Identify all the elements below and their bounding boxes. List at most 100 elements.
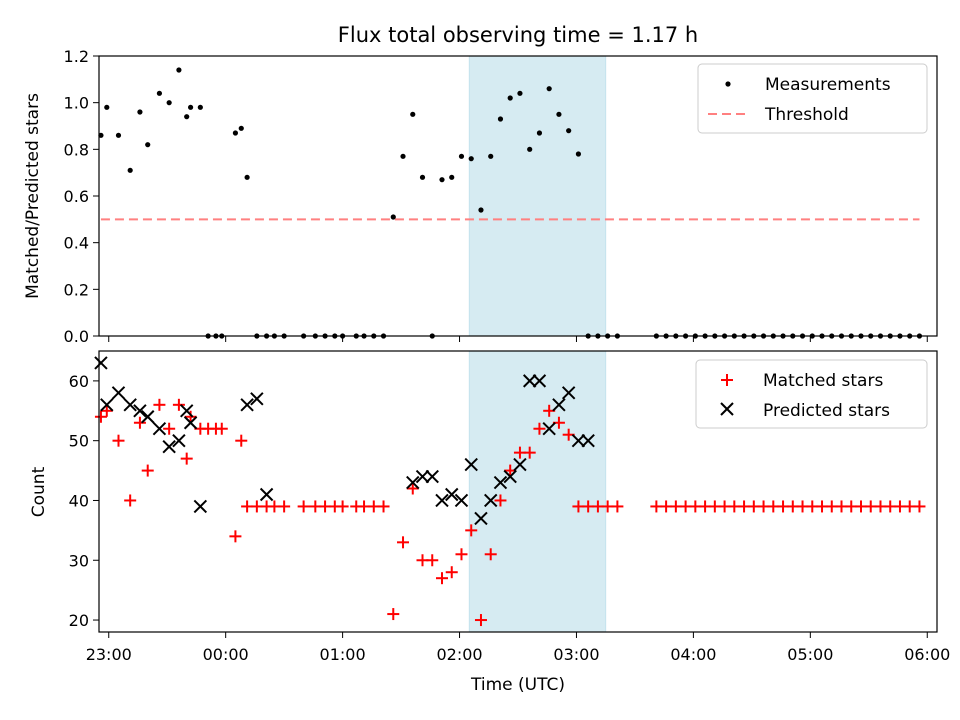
measurement-point — [187, 104, 194, 110]
matched-star-point — [153, 398, 166, 411]
predicted-star-point — [123, 398, 137, 412]
top-shaded-region — [468, 55, 607, 337]
matched-star-point — [278, 500, 291, 513]
measurement-point — [439, 177, 445, 183]
bottom-y-tick-label: 60 — [69, 372, 89, 391]
predicted-star-point — [240, 398, 254, 412]
matched-star-point — [336, 500, 349, 513]
predicted-star-point — [162, 439, 176, 454]
top-y-tick-label: 1.0 — [64, 94, 89, 113]
bottom-plot-frame — [98, 350, 938, 633]
predicted-star-point — [111, 386, 126, 400]
matched-star-point — [445, 566, 458, 579]
predicted-star-point — [415, 469, 430, 484]
matched-star-point — [455, 548, 468, 561]
matched-star-point — [377, 500, 390, 513]
matched-star-point — [387, 608, 400, 621]
predicted-star-point — [484, 493, 498, 508]
top-plot-frame — [98, 55, 938, 337]
predicted-star-point — [435, 493, 449, 508]
predicted-star-point — [250, 392, 264, 406]
bottom-y-tick-label: 40 — [69, 491, 89, 510]
predicted-star-point — [445, 487, 459, 502]
predicted-star-point — [522, 374, 537, 388]
x-tick-label: 02:00 — [436, 645, 482, 664]
top-panel: 0.0 0.2 0.4 0.6 0.8 1.0 1.2 Matched/Predicted … — [23, 47, 938, 346]
predicted-star-point — [100, 398, 114, 412]
predicted-star-point — [94, 356, 108, 370]
top-y-tick-label: 0.6 — [64, 187, 89, 206]
predicted-star-point — [425, 469, 439, 484]
top-y-tick-label: 0.4 — [64, 234, 89, 253]
measurement-point — [244, 174, 250, 180]
predicted-star-point — [183, 416, 198, 430]
chart-title: Flux total observing time = 1.17 h — [338, 23, 698, 47]
matched-star-point — [611, 500, 624, 513]
predicted-star-point — [406, 475, 420, 490]
predicted-star-point — [141, 410, 155, 424]
measurement-point — [468, 156, 474, 162]
measurement-point — [176, 67, 182, 73]
measurement-point — [410, 111, 416, 117]
measurement-point — [497, 116, 504, 122]
x-tick-label: 00:00 — [203, 645, 249, 664]
matched-star-point — [494, 494, 507, 507]
predicted-star-point — [503, 469, 517, 484]
predicted-star-point — [513, 457, 527, 472]
measurement-point — [104, 104, 110, 110]
x-tick-label: 23:00 — [86, 645, 132, 664]
x-tick-label: 06:00 — [904, 645, 950, 664]
matched-star-point — [913, 500, 926, 513]
measurement-point — [197, 104, 203, 110]
predicted-star-point — [193, 499, 208, 514]
measurement-point — [115, 132, 122, 138]
top-legend: Measurements Threshold — [697, 63, 928, 134]
measurement-point — [478, 207, 484, 213]
matched-star-point — [426, 554, 439, 567]
legend-matched-marker — [721, 374, 733, 386]
measurement-point — [536, 130, 543, 136]
measurement-point — [488, 153, 494, 159]
matched-star-point — [215, 422, 228, 435]
predicted-star-point — [552, 398, 566, 412]
measurement-point — [166, 100, 172, 106]
top-y-axis-label: Matched/Predicted stars — [23, 93, 43, 299]
matched-star-point — [112, 434, 125, 447]
matched-star-point — [94, 410, 107, 423]
predicted-star-point — [133, 404, 147, 418]
matched-star-point — [184, 410, 197, 423]
matched-star-point — [133, 416, 146, 429]
top-y-tick-label: 0.2 — [64, 280, 89, 299]
measurement-point — [575, 151, 582, 157]
matched-star-point — [474, 614, 487, 627]
top-y-tick-label: 1.2 — [64, 47, 89, 66]
measurement-point — [400, 153, 406, 159]
predicted-star-point — [561, 386, 576, 400]
matched-star-point — [397, 536, 410, 549]
measurement-point — [156, 90, 163, 96]
legend-threshold-label: Threshold — [764, 105, 849, 125]
matched-star-point — [141, 464, 154, 477]
matched-star-point — [406, 482, 419, 495]
top-y-tick-label: 0.8 — [64, 140, 89, 159]
measurement-point — [517, 90, 523, 96]
predicted-star-point — [259, 487, 274, 502]
predicted-star-point — [532, 374, 547, 388]
measurement-point — [390, 214, 396, 220]
x-tick-label: 05:00 — [787, 645, 833, 664]
measurement-point — [145, 142, 151, 148]
bottom-y-axis-label: Count — [29, 466, 49, 517]
top-y-tick-label: 0.0 — [64, 327, 89, 346]
measurement-point — [137, 109, 143, 115]
predicted-star-point — [493, 475, 508, 490]
bottom-legend: Matched stars Predicted stars — [695, 359, 928, 429]
bottom-panel: 20 30 40 50 60 23:00 00:00 01:00 02:00 03:00 04:00… — [29, 350, 950, 695]
predicted-star-point — [571, 433, 586, 448]
matched-star-point — [465, 524, 478, 537]
matched-star-point — [124, 494, 137, 507]
measurement-point — [546, 86, 552, 92]
predicted-star-point — [179, 404, 194, 418]
legend-predicted-marker — [720, 402, 734, 416]
legend-measurements-marker — [725, 81, 731, 87]
legend-matched-label: Matched stars — [763, 371, 883, 391]
